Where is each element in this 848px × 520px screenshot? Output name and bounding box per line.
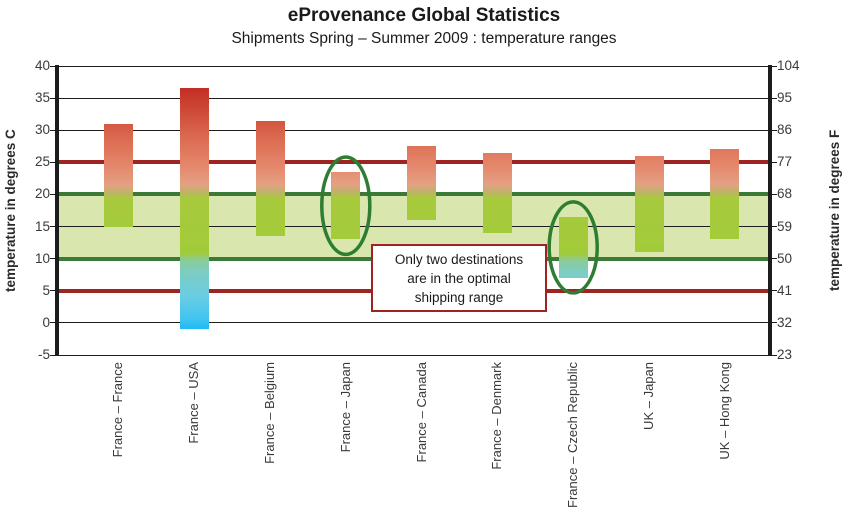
y-tick-label-fahrenheit-68: 68 [777,186,793,202]
tick-right-95 [772,97,777,99]
bar-france-czech-republic [558,216,588,278]
gridline-40c [58,65,770,67]
tick-right-41 [772,290,777,292]
x-label-france-canada: France – Canada [413,362,429,463]
tick-left-15 [50,226,55,228]
gridline-35c [58,97,770,99]
x-label-france-japan: France – Japan [337,362,353,453]
x-label-france-czech-republic: France – Czech Republic [565,362,581,508]
y-tick-label-celsius-20: 20 [34,186,50,202]
y-tick-label-celsius-10: 10 [34,250,50,266]
y-tick-label-fahrenheit-50: 50 [777,250,793,266]
y-axis-title-fahrenheit: temperature in degrees F [827,129,842,292]
x-label-france-usa: France – USA [186,362,202,444]
gridline-30c [58,129,770,131]
x-label-uk-hong-kong: UK – Hong Kong [716,362,732,460]
y-tick-label-fahrenheit-59: 59 [777,218,793,234]
chart-title: eProvenance Global Statistics [287,5,561,26]
tick-left-20 [50,193,55,195]
tick-right-32 [772,322,777,324]
tick-left-40 [50,65,55,67]
y-axis-line-right [768,65,772,356]
y-tick-label-celsius-5: 5 [42,282,50,298]
bar-france-canada [407,146,437,221]
tick-right-23 [772,354,777,356]
x-label-france-france: France – France [110,362,126,458]
y-tick-label-fahrenheit-86: 86 [777,122,793,138]
tick-right-68 [772,193,777,195]
gridline-0c [58,322,770,324]
annotation-line-2: are in the optimal [407,271,511,286]
tick-left-0 [50,322,55,324]
plot-area [58,65,770,356]
bar-france-denmark [482,152,512,233]
tick-right-86 [772,129,777,131]
y-axis-line-left [55,65,59,356]
bar-france-belgium [255,120,285,237]
tick-left-10 [50,258,55,260]
annotation-callout: Only two destinations are in the optimal… [371,244,547,312]
y-tick-label-celsius-40: 40 [34,58,50,73]
y-axis-title-celsius: temperature in degrees C [3,129,18,292]
y-tick-label-celsius--5: -5 [37,347,50,362]
bar-uk-japan [634,155,664,253]
y-tick-label-celsius-0: 0 [42,314,50,330]
y-tick-label-fahrenheit-104: 104 [777,58,800,73]
tick-right-77 [772,161,777,163]
y-tick-label-fahrenheit-32: 32 [777,314,793,330]
gridline-15c [58,226,770,228]
tick-left--5 [50,354,55,356]
y-tick-label-celsius-15: 15 [34,218,50,234]
tick-left-30 [50,129,55,131]
bar-uk-hong-kong [710,149,740,240]
tick-right-59 [772,226,777,228]
y-tick-label-celsius-30: 30 [34,122,50,138]
tick-right-50 [772,258,777,260]
y-tick-label-fahrenheit-41: 41 [777,282,793,298]
tick-left-5 [50,290,55,292]
gridline--5c [58,354,770,356]
bar-france-france [103,123,133,227]
y-tick-label-fahrenheit-23: 23 [777,347,793,362]
x-label-france-denmark: France – Denmark [489,362,505,470]
annotation-line-1: Only two destinations [394,252,524,267]
x-label-france-belgium: France – Belgium [262,362,277,464]
y-tick-label-fahrenheit-77: 77 [777,154,793,170]
chart-subtitle: Shipments Spring – Summer 2009 : tempera… [231,30,617,47]
tick-left-35 [50,97,55,99]
x-label-uk-japan: UK – Japan [641,362,656,430]
y-tick-label-celsius-25: 25 [34,154,50,170]
y-tick-label-fahrenheit-95: 95 [777,90,793,106]
y-tick-label-celsius-35: 35 [34,90,50,106]
tick-right-104 [772,65,777,67]
tick-left-25 [50,161,55,163]
annotation-line-3: shipping range [414,290,504,305]
bar-france-japan [331,171,361,240]
bar-france-usa [179,88,209,330]
